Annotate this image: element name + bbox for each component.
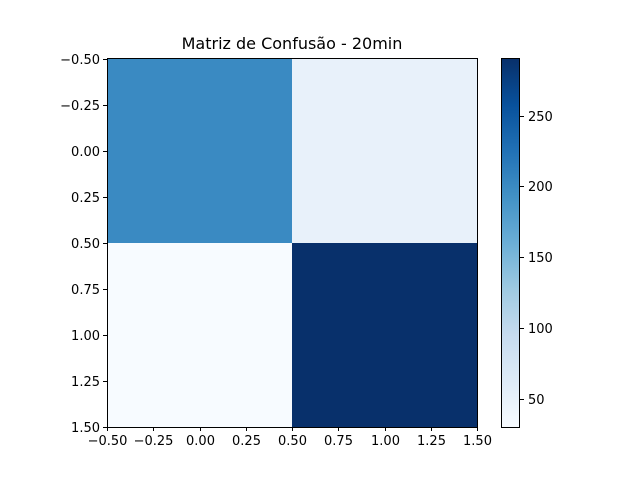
x-tick-label: 1.50 bbox=[463, 434, 492, 449]
x-tick-label: 0.00 bbox=[186, 434, 215, 449]
colorbar-frame bbox=[501, 58, 520, 428]
x-tick-label: −0.50 bbox=[88, 434, 128, 449]
colorbar-tick-label: 200 bbox=[528, 180, 553, 195]
x-tick-label: 0.50 bbox=[278, 434, 307, 449]
heatmap-cell-0-1 bbox=[292, 59, 477, 243]
y-tick-label: −0.25 bbox=[60, 99, 100, 114]
x-tick-label: 0.25 bbox=[232, 434, 261, 449]
y-tick-label: 1.25 bbox=[71, 375, 100, 390]
x-tick-label: 1.25 bbox=[417, 434, 446, 449]
x-tick-label: −0.25 bbox=[134, 434, 174, 449]
y-tick-label: 0.50 bbox=[71, 237, 100, 252]
x-axis: −0.50 −0.25 0.00 0.25 0.50 0.75 1.00 1.25 1.50 bbox=[88, 427, 492, 449]
y-tick-label: 0.75 bbox=[71, 283, 100, 298]
y-axis: −0.50 −0.25 0.00 0.25 0.50 0.75 1.00 1.25 1.50 bbox=[60, 53, 107, 436]
heatmap-cell-0-0 bbox=[107, 59, 292, 243]
colorbar: 50 100 150 200 250 bbox=[501, 58, 553, 428]
colorbar-tick-label: 150 bbox=[528, 251, 553, 266]
y-tick-label: 1.00 bbox=[71, 329, 100, 344]
colorbar-tick-label: 100 bbox=[528, 322, 553, 337]
colorbar-gradient bbox=[501, 59, 520, 427]
y-tick-label: −0.50 bbox=[60, 53, 100, 68]
x-tick-label: 1.00 bbox=[371, 434, 400, 449]
x-tick-label: 0.75 bbox=[324, 434, 353, 449]
colorbar-ticks: 50 100 150 200 250 bbox=[520, 110, 553, 408]
chart-title: Matriz de Confusão - 20min bbox=[182, 34, 403, 53]
y-tick-label: 0.25 bbox=[71, 191, 100, 206]
heatmap-cell-1-0 bbox=[107, 243, 292, 427]
heatmap-cells bbox=[107, 59, 477, 427]
y-tick-label: 0.00 bbox=[71, 145, 100, 160]
colorbar-tick-label: 50 bbox=[528, 393, 545, 408]
colorbar-tick-label: 250 bbox=[528, 110, 553, 125]
y-tick-label: 1.50 bbox=[71, 421, 100, 436]
heatmap-cell-1-1 bbox=[292, 243, 477, 427]
